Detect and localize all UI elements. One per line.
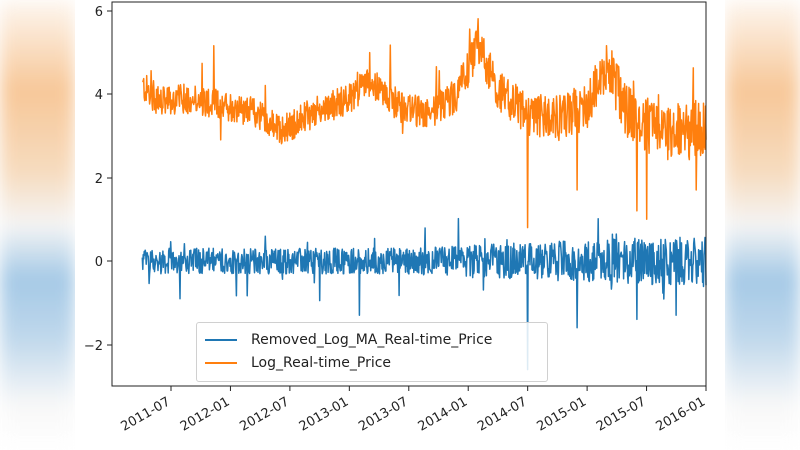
series-log-price-line (141, 18, 707, 229)
y-tick-label: −2 (84, 339, 103, 354)
x-tick-label: 2013-07 (356, 394, 411, 434)
series-layer (141, 18, 707, 371)
series-removed-log-ma-line (141, 217, 707, 371)
legend-label: Log_Real-time_Price (251, 355, 392, 371)
y-tick-label: 0 (95, 255, 103, 270)
y-tick-label: 2 (95, 172, 103, 187)
right-blur-border (725, 0, 800, 450)
chart-figure: 6 4 2 0 −2 2011-07 2012-01 2012-07 2013-01 2… (75, 0, 725, 450)
line-chart: 6 4 2 0 −2 2011-07 2012-01 2012-07 2013-01 2… (84, 1, 708, 435)
x-tick-label: 2013-01 (297, 394, 352, 434)
y-axis: 6 4 2 0 −2 (84, 5, 112, 354)
x-axis: 2011-07 2012-01 2012-07 2013-01 2013-07 2014-… (118, 386, 708, 435)
x-tick-label: 2014-07 (475, 394, 530, 434)
legend-swatch-blue (205, 339, 237, 341)
x-tick-label: 2012-01 (178, 394, 233, 434)
y-tick-label: 4 (95, 88, 103, 103)
y-tick-label: 6 (95, 5, 103, 20)
legend-label: Removed_Log_MA_Real-time_Price (251, 332, 493, 348)
x-tick-label: 2012-07 (237, 394, 292, 434)
x-tick-label: 2015-01 (535, 394, 590, 434)
legend-item-log-price: Log_Real-time_Price (205, 353, 391, 373)
x-tick-label: 2011-07 (118, 394, 173, 434)
legend-swatch-orange (205, 362, 237, 364)
left-blur-border (0, 0, 75, 450)
x-tick-label: 2015-07 (594, 394, 649, 434)
chart-legend: Removed_Log_MA_Real-time_Price Log_Real-… (196, 322, 548, 382)
x-tick-label: 2014-01 (416, 394, 471, 434)
x-tick-label: 2016-01 (653, 394, 708, 434)
legend-item-removed-log-ma: Removed_Log_MA_Real-time_Price (205, 330, 492, 350)
